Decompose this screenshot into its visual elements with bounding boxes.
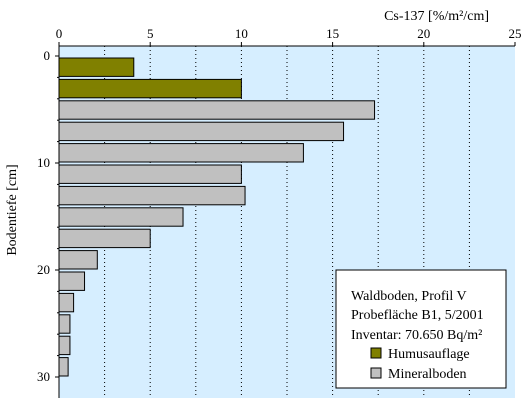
x-tick-label: 10 [235, 26, 248, 41]
legend: Waldboden, Profil V Probefläche B1, 5/20… [335, 269, 507, 389]
bar-mineralboden-4 [58, 185, 246, 206]
legend-line-3: Inventar: 70.650 Bq/m² [351, 328, 482, 343]
y-tick-label: 0 [44, 48, 51, 63]
x-axis-label: Cs-137 [%/m²/cm] [384, 9, 489, 24]
bar-mineralboden-8 [58, 271, 86, 291]
bar-mineralboden-5 [58, 207, 184, 227]
bar-mineralboden-9 [58, 292, 75, 313]
x-tick-label: 25 [509, 26, 521, 41]
bar-humusauflage-1 [58, 78, 242, 99]
legend-line-1: Waldboden, Profil V [351, 289, 467, 304]
bar-mineralboden-10 [58, 314, 71, 334]
bar-mineralboden-7 [58, 250, 98, 270]
bar-humusauflage-0 [58, 57, 135, 77]
legend-label-humusauflage: Humusauflage [388, 347, 470, 362]
bar-mineralboden-0 [58, 100, 376, 120]
x-tick-label: 20 [417, 26, 430, 41]
legend-swatch-humusauflage [370, 347, 382, 359]
x-tick-label: 0 [56, 26, 63, 41]
x-tick-label: 5 [147, 26, 154, 41]
legend-box [335, 269, 507, 389]
bar-mineralboden-1 [58, 121, 345, 142]
bar-mineralboden-12 [58, 357, 69, 377]
axes: 0 5 10 15 20 25 0 10 20 30 [37, 26, 521, 398]
x-tick-label: 15 [326, 26, 339, 41]
bar-mineralboden-2 [58, 143, 304, 163]
y-axis-label: Bodentiefe [cm] [5, 164, 20, 255]
bar-mineralboden-3 [58, 164, 242, 184]
y-tick-label: 30 [37, 369, 50, 384]
bar-mineralboden-6 [58, 228, 151, 249]
legend-label-mineralboden: Mineralboden [388, 367, 467, 382]
bar-mineralboden-11 [58, 335, 71, 356]
y-tick-label: 20 [37, 262, 50, 277]
legend-line-2: Probefläche B1, 5/2001 [351, 308, 484, 323]
y-tick-label: 10 [37, 155, 50, 170]
legend-swatch-mineralboden [370, 367, 382, 379]
